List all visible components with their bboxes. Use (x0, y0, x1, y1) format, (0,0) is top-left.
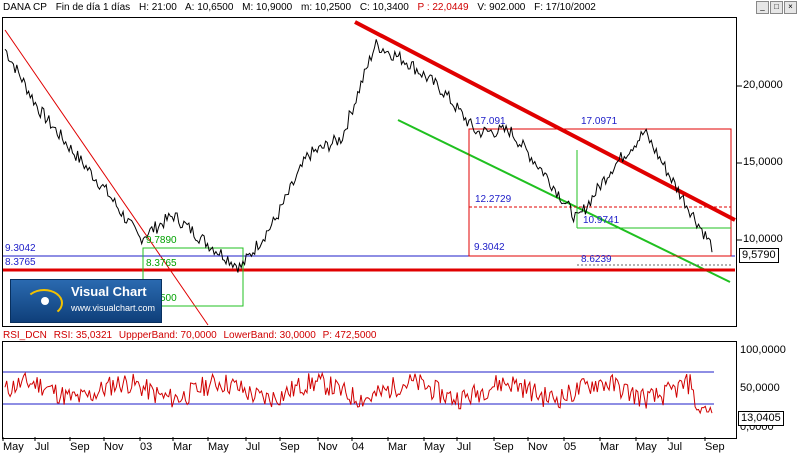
level-label: 9.3042 (5, 243, 36, 254)
level-label: 8.3765 (146, 258, 177, 269)
x-axis-label: 03 (140, 441, 153, 453)
x-axis-label: Jul (35, 441, 50, 453)
x-axis-label: Mar (600, 441, 619, 453)
x-axis-label: Nov (528, 441, 548, 453)
trendline-left (4, 29, 209, 326)
p-label: P : 22,0449 (417, 2, 469, 13)
volume-label: V: 902.000 (477, 2, 526, 13)
rsi-lower: LowerBand: 30,0000 (223, 330, 316, 341)
x-axis-label: May (3, 441, 24, 453)
fib-box (468, 128, 732, 257)
price-axis-label: 20,0000 (743, 79, 783, 91)
logo-swirl-icon (25, 289, 63, 317)
x-axis-label: Nov (104, 441, 124, 453)
x-axis-label: May (636, 441, 657, 453)
x-axis-label: Sep (494, 441, 514, 453)
level-label: 9.3042 (474, 242, 505, 253)
x-axis-label: 04 (352, 441, 365, 453)
rsi-name: RSI_DCN (3, 330, 47, 341)
level-label: 9.7890 (146, 235, 177, 246)
window-controls: _ □ × (756, 1, 797, 14)
level-label: 8.6239 (581, 254, 612, 265)
x-axis-label: Jul (246, 441, 261, 453)
x-axis-label: Jul (668, 441, 683, 453)
trendline-main (354, 20, 736, 222)
x-axis-label: Sep (70, 441, 90, 453)
maximize-button[interactable]: □ (770, 1, 783, 14)
level-label: 12.2729 (475, 194, 512, 205)
close-button[interactable]: × (784, 1, 797, 14)
period-label: Fin de día 1 días (55, 2, 131, 13)
rsi-value: RSI: 35,0321 (53, 330, 113, 341)
rsi-axis-label: 50,0000 (740, 382, 780, 394)
symbol-label: DANA CP (3, 2, 47, 13)
x-axis-label: Sep (280, 441, 300, 453)
level-label: 8.3765 (5, 257, 36, 268)
hour-label: H: 21:00 (138, 2, 177, 13)
price-axis-label: 10,0000 (743, 233, 783, 245)
x-axis-label: May (208, 441, 229, 453)
x-axis-label: Jul (457, 441, 472, 453)
channel-green (397, 119, 731, 283)
level-label: 17.091 (475, 116, 506, 127)
price-series (4, 39, 713, 273)
rsi-axis-label: 100,0000 (740, 344, 786, 356)
x-axis-label: Sep (705, 441, 725, 453)
logo-title: Visual Chart (71, 284, 147, 299)
rsi-header: RSI_DCN RSI: 35,0321 UppperBand: 70,0000… (3, 330, 381, 341)
level-label: 10.9741 (583, 215, 620, 226)
logo-url: www.visualchart.com (71, 303, 156, 313)
fib-box-left (142, 247, 244, 307)
chart-header: DANA CP Fin de día 1 días H: 21:00 A: 10… (0, 0, 763, 16)
level-label: 500 (160, 293, 177, 304)
level-label: 17.0971 (581, 116, 618, 127)
minimize-button[interactable]: _ (756, 1, 769, 14)
x-axis-label: Mar (388, 441, 407, 453)
rsi-series (4, 371, 713, 415)
logo-dot-icon (41, 297, 49, 305)
open-label: A: 10,6500 (185, 2, 234, 13)
last-price-box: 9,5790 (739, 248, 779, 263)
rsi-p: P: 472,5000 (322, 330, 377, 341)
x-axis-ticks (2, 437, 706, 441)
price-axis-label: 15,0000 (743, 156, 783, 168)
close-label: C: 10,3400 (359, 2, 409, 13)
visualchart-logo: Visual Chart www.visualchart.com (10, 279, 162, 323)
price-panel[interactable] (2, 17, 737, 327)
rsi-last-box: 13,0405 (738, 411, 784, 426)
high-label: M: 10,9000 (242, 2, 293, 13)
x-axis-label: Nov (318, 441, 338, 453)
x-axis-label: 05 (564, 441, 577, 453)
x-axis-label: Mar (173, 441, 192, 453)
low-label: m: 10,2500 (301, 2, 352, 13)
date-label: F: 17/10/2002 (534, 2, 596, 13)
rsi-upper: UppperBand: 70,0000 (118, 330, 217, 341)
x-axis-label: May (424, 441, 445, 453)
